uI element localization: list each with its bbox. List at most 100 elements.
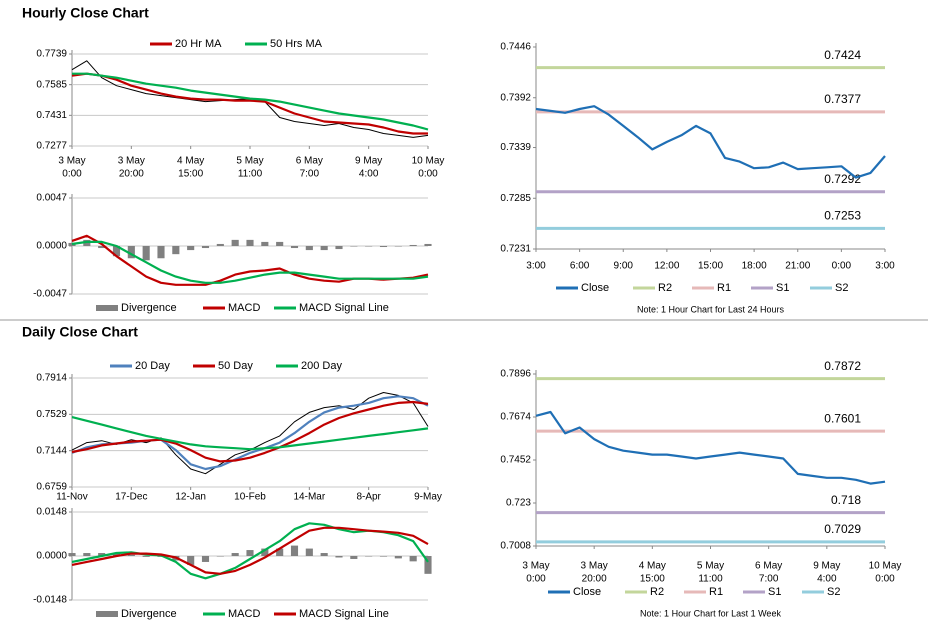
y-tick-label: 0.7896 <box>500 369 531 380</box>
x-tick-label: 3 May <box>118 156 145 167</box>
bar <box>290 545 299 556</box>
bar <box>98 246 106 249</box>
level-label: 0.7872 <box>824 359 861 373</box>
bar <box>320 553 328 556</box>
x-tick-label: 4 May <box>639 561 666 572</box>
x-tick-label: 15:00 <box>698 261 723 272</box>
bar <box>365 556 373 557</box>
x-tick-label: 3 May <box>522 561 549 572</box>
bar <box>379 556 388 557</box>
bar <box>320 246 328 251</box>
x-tick-label: 3 May <box>581 561 608 572</box>
bar <box>246 550 254 556</box>
y-tick-label: 0.6759 <box>36 482 67 493</box>
y-tick-label: 0.7739 <box>36 49 67 60</box>
y-tick-label: 0.7339 <box>500 142 531 153</box>
legend-label: Close <box>581 282 609 294</box>
section-heading: Daily Close Chart <box>22 324 138 340</box>
bar <box>201 556 210 562</box>
x-tick-label: 14-Mar <box>293 492 325 503</box>
y-tick-label: 0.7674 <box>500 412 531 423</box>
x-tick-label: 10 May <box>412 156 445 167</box>
series-line <box>71 240 429 284</box>
bar <box>172 246 180 255</box>
y-tick-label: 0.723 <box>506 498 531 509</box>
legend-swatch <box>96 611 118 617</box>
y-tick-label: 0.0000 <box>36 551 67 562</box>
x-tick-label: 9:00 <box>614 261 634 272</box>
series-line <box>72 72 429 131</box>
bar <box>187 246 195 251</box>
bar <box>424 556 432 574</box>
x-tick-label: 12:00 <box>654 261 679 272</box>
x-tick-label: 0:00 <box>875 574 895 585</box>
bar <box>335 246 343 250</box>
legend-label: Divergence <box>121 302 177 314</box>
x-tick-label: 5 May <box>236 156 263 167</box>
x-tick-label: 11-Nov <box>56 492 88 503</box>
bar <box>231 239 239 246</box>
y-tick-label: 0.7446 <box>500 42 531 53</box>
bar <box>127 554 135 556</box>
bar <box>409 244 417 246</box>
level-label: 0.718 <box>831 493 861 507</box>
x-tick-label: 20:00 <box>119 169 144 180</box>
series-line <box>71 526 429 575</box>
x-tick-label: 10 May <box>869 561 902 572</box>
x-tick-label: 3:00 <box>526 261 546 272</box>
legend-label: R1 <box>709 586 723 598</box>
bar <box>350 556 358 559</box>
x-tick-label: 4:00 <box>359 169 379 180</box>
legend-label: 20 Hr MA <box>175 38 222 50</box>
legend-label: 20 Day <box>135 360 170 372</box>
series-line <box>535 410 886 485</box>
bar <box>83 553 91 556</box>
legend-label: R2 <box>650 586 664 598</box>
x-tick-label: 0:00 <box>832 261 852 272</box>
y-tick-label: 0.0047 <box>36 193 67 204</box>
bar <box>127 246 135 259</box>
x-tick-label: 17-Dec <box>115 492 147 503</box>
y-tick-label: 0.7008 <box>500 541 531 552</box>
y-tick-label: 0.7277 <box>36 141 67 152</box>
level-label: 0.7292 <box>824 172 861 186</box>
x-tick-label: 12-Jan <box>175 492 206 503</box>
level-label: 0.7377 <box>824 92 861 106</box>
bar <box>68 553 76 556</box>
bar <box>216 556 224 557</box>
legend-label: MACD <box>228 302 260 314</box>
legend-label: S2 <box>827 586 840 598</box>
y-tick-label: 0.7392 <box>500 92 531 103</box>
y-tick-label: 0.0000 <box>36 241 67 252</box>
bar <box>379 246 388 248</box>
x-tick-label: 0:00 <box>62 169 82 180</box>
x-tick-label: 20:00 <box>582 574 607 585</box>
x-tick-label: 15:00 <box>640 574 665 585</box>
x-tick-label: 7:00 <box>759 574 779 585</box>
legend-label: 50 Hrs MA <box>270 38 323 50</box>
legend-label: Close <box>573 586 601 598</box>
x-tick-label: 6 May <box>296 156 323 167</box>
bar <box>201 246 210 249</box>
legend-label: R2 <box>658 282 672 294</box>
y-tick-label: 0.7452 <box>500 455 531 466</box>
legend-label: S1 <box>776 282 789 294</box>
x-tick-label: 6 May <box>755 561 782 572</box>
bar <box>276 241 284 246</box>
y-tick-label: 0.7231 <box>500 244 531 255</box>
bar <box>142 556 150 557</box>
bar <box>394 556 402 559</box>
legend-label: 50 Day <box>218 360 253 372</box>
y-tick-label: 0.7285 <box>500 193 531 204</box>
x-tick-label: 9 May <box>813 561 840 572</box>
bar <box>142 246 150 261</box>
x-tick-label: 15:00 <box>178 169 203 180</box>
legend-label: S1 <box>768 586 781 598</box>
x-tick-label: 7:00 <box>300 169 320 180</box>
legend-label: R1 <box>717 282 731 294</box>
bar <box>424 243 432 246</box>
y-tick-label: 0.7144 <box>36 445 67 456</box>
chart-note: Note: 1 Hour Chart for Last 24 Hours <box>637 304 785 314</box>
